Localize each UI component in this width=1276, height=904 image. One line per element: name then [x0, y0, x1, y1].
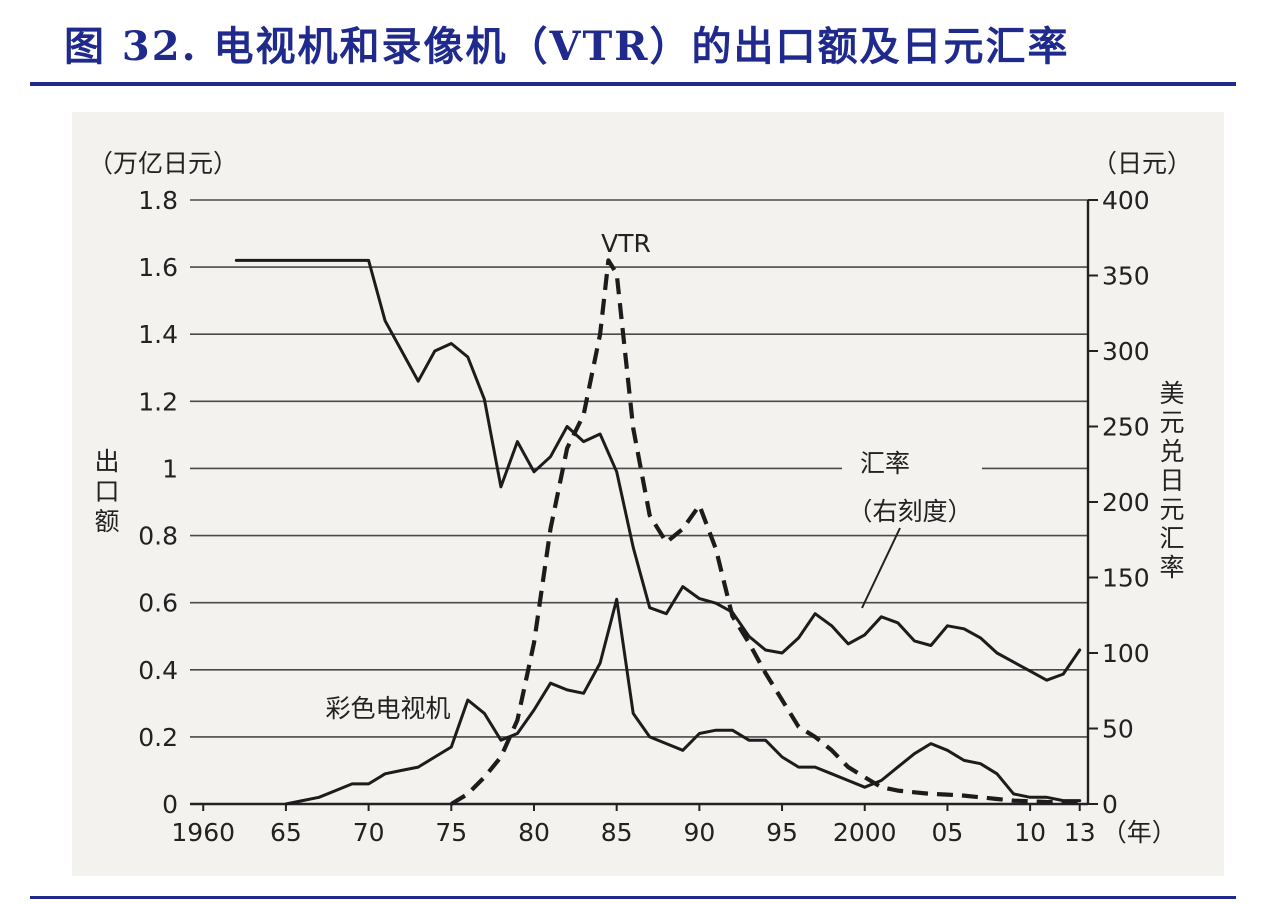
left-tick-label: 1: [162, 454, 178, 483]
left-tick-label: 1.6: [138, 253, 178, 282]
left-tick-label: 1.2: [138, 387, 178, 416]
right-tick-label: 250: [1102, 413, 1150, 442]
annotation-leader-line: [861, 527, 901, 609]
x-tick-label: 95: [766, 818, 798, 847]
right-tick-label: 0: [1102, 790, 1118, 819]
left-tick-label: 1.8: [138, 186, 178, 215]
chart-axes: 00.20.40.60.811.21.41.61.805010015020025…: [138, 186, 1149, 847]
annotation-color-tv: 彩色电视机: [325, 694, 450, 723]
x-tick-label: 13: [1064, 818, 1096, 847]
left-axis-label: 出口额: [94, 447, 119, 536]
x-tick-label: 1960: [171, 818, 235, 847]
chart-series: [234, 258, 1082, 806]
left-unit-label: （万亿日元）: [88, 149, 238, 178]
left-tick-label: 0.2: [138, 723, 178, 752]
left-tick-label: 1.4: [138, 320, 178, 349]
bottom-rule: [30, 896, 1236, 899]
annotation-mask: [842, 446, 982, 482]
series-line-color-tv: [284, 597, 1082, 806]
right-tick-label: 300: [1102, 337, 1150, 366]
left-tick-label: 0: [162, 790, 178, 819]
right-tick-label: 400: [1102, 186, 1150, 215]
right-tick-label: 200: [1102, 488, 1150, 517]
left-tick-label: 0.4: [138, 656, 178, 685]
right-tick-label: 350: [1102, 262, 1150, 291]
right-tick-label: 50: [1102, 715, 1134, 744]
x-tick-label: 85: [601, 818, 633, 847]
right-tick-label: 150: [1102, 564, 1150, 593]
x-unit-label: （年）: [1102, 818, 1177, 847]
chart-panel: [72, 112, 1224, 876]
series-line-exchange-rate: [234, 258, 1082, 682]
right-axis-label: 美元兑日元汇率: [1159, 379, 1184, 582]
x-tick-label: 2000: [833, 818, 897, 847]
annotation-vtr: VTR: [601, 229, 651, 258]
left-tick-label: 0.8: [138, 522, 178, 551]
page-title: 图 32. 电视机和录像机（VTR）的出口额及日元汇率: [64, 23, 1070, 70]
x-tick-label: 75: [435, 818, 467, 847]
x-tick-label: 90: [683, 818, 715, 847]
chart-labels: （万亿日元） （日元） （年） 出口额 美元兑日元汇率 VTR 汇率 （右刻度） 彩色电视机: [88, 149, 1192, 847]
x-tick-label: 65: [270, 818, 302, 847]
right-unit-label: （日元）: [1092, 149, 1192, 178]
right-tick-label: 100: [1102, 639, 1150, 668]
title-underline: [30, 82, 1236, 86]
x-tick-label: 10: [1014, 818, 1046, 847]
x-tick-label: 05: [932, 818, 964, 847]
x-tick-label: 80: [518, 818, 550, 847]
annotation-exchange-rate: 汇率: [860, 449, 910, 478]
x-tick-label: 70: [353, 818, 385, 847]
annotation-right-scale: （右刻度）: [847, 497, 972, 526]
series-line-vtr: [450, 258, 1080, 806]
left-tick-label: 0.6: [138, 589, 178, 618]
